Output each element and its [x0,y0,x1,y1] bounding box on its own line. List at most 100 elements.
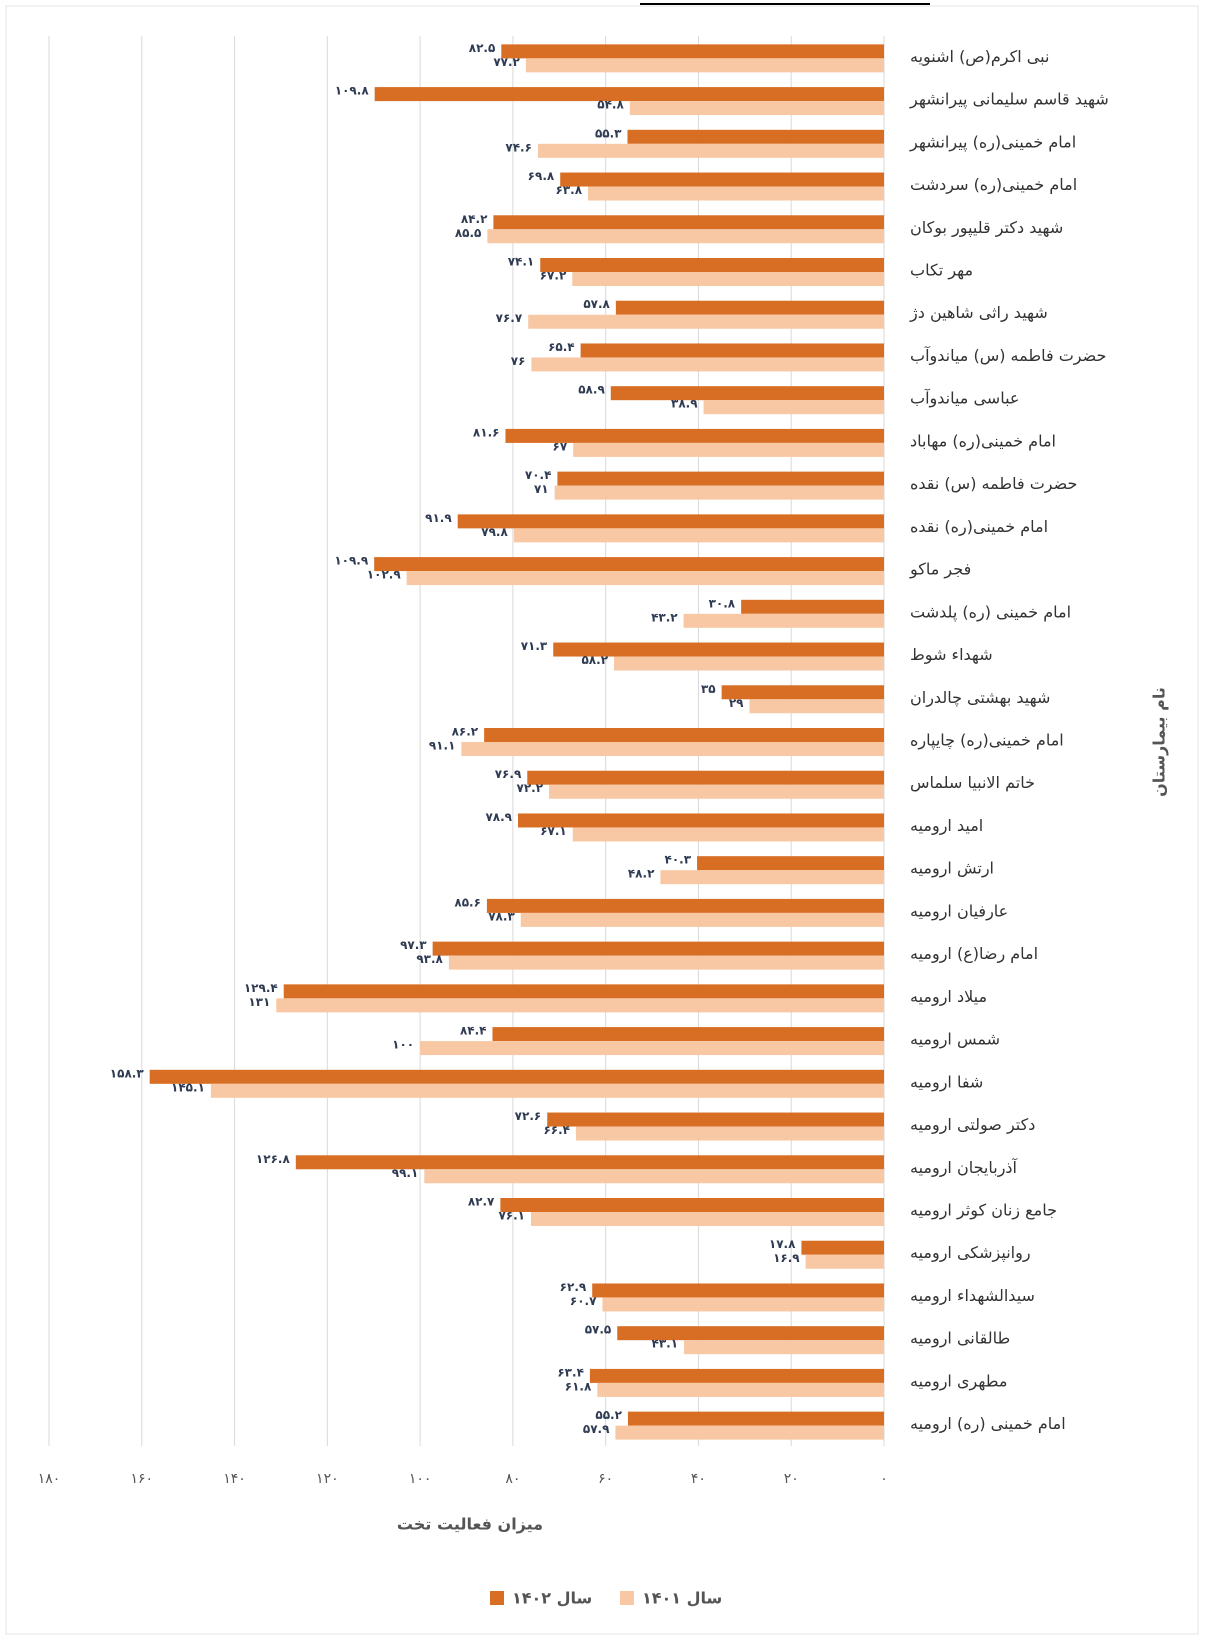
data-label: ۷۶ [511,354,526,368]
data-label: ۹۱.۹ [425,511,452,525]
bar [432,941,884,956]
y-tick-label: حضرت فاطمه (س) نقده [910,474,1077,494]
data-label: ۱۰۲.۹ [367,568,402,582]
data-label: ۲۹ [729,696,744,710]
bar [697,856,884,871]
y-tick-label: نبی اکرم(ص) اشنویه [910,47,1049,67]
data-label: ۳۸.۹ [671,397,698,411]
bar [554,485,884,500]
bar [741,599,884,614]
y-axis-title: نام بیمارستان [1150,687,1169,797]
y-tick-label: روانپزشکی ارومیه [910,1243,1031,1263]
data-label: ۶۹.۸ [528,169,555,183]
y-tick-label: امام رضا(ع) ارومیه [910,944,1038,964]
bar [592,1283,884,1298]
bar [572,827,884,842]
legend-swatch [490,1591,504,1605]
data-label: ۶۲.۹ [560,1280,587,1294]
x-tick-label: ۰ [880,1471,888,1487]
data-label: ۸۶.۲ [452,725,479,739]
bar [448,955,884,970]
bar [210,1083,884,1098]
bar [615,1425,884,1440]
bar [615,300,884,315]
y-tick-label: شهید بهشتی چالدران [910,688,1050,708]
data-label: ۷۲.۶ [515,1109,542,1123]
bar [424,1169,884,1184]
data-label: ۷۹.۸ [481,525,508,539]
data-label: ۴۸.۲ [628,867,655,881]
y-tick-label: امید ارومیه [910,816,983,836]
legend-swatch [620,1591,634,1605]
y-tick-label: شهید دکتر قلیپور بوکان [910,218,1063,238]
data-label: ۸۲.۵ [469,41,496,55]
bar [493,215,884,230]
bar [276,998,884,1013]
y-tick-label: مهر تکاب [910,261,973,281]
bar [683,613,884,628]
data-label: ۸۱.۶ [473,425,500,439]
bar [627,1411,884,1426]
bar [617,1326,884,1341]
data-label: ۷۲.۲ [517,781,544,795]
data-label: ۸۴.۴ [460,1024,487,1038]
bar [500,1198,884,1212]
data-label: ۵۵.۲ [595,1408,622,1422]
data-label: ۷۷.۲ [493,55,520,69]
bar [406,571,884,586]
data-label: ۸۲.۷ [468,1195,495,1209]
legend-label: سال ۱۴۰۲ [512,1589,592,1608]
x-tick-label: ۱۲۰ [316,1471,339,1487]
data-label: ۷۴.۱ [508,255,535,269]
y-tick-label: خاتم الانبیا سلماس [910,773,1035,792]
data-label: ۱۵۸.۳ [110,1066,145,1080]
bar [149,1069,885,1084]
data-label: ۷۰.۴ [525,468,552,482]
data-label: ۷۸.۹ [485,810,512,824]
bar [588,186,884,201]
y-tick-label: حضرت فاطمه (س) میاندوآب [910,346,1106,366]
bar [486,898,884,913]
bar [487,229,884,244]
data-label: ۳۵ [701,682,716,696]
data-label: ۴۳.۱ [652,1337,679,1351]
y-tick-label: سیدالشهداء ارومیه [910,1286,1035,1306]
bar [749,699,884,714]
bar [537,143,884,158]
y-tick-label: ارتش ارومیه [910,859,994,879]
data-label: ۱۴۵.۱ [171,1080,205,1094]
data-label: ۵۷.۸ [583,297,610,311]
y-tick-label: شهید راثی شاهین دژ [909,303,1048,323]
bar [420,1041,884,1056]
bar [283,984,884,999]
data-label: ۵۷.۵ [585,1323,612,1337]
x-tick-label: ۶۰ [598,1471,613,1487]
y-tick-label: امام خمینی(ره) سردشت [910,175,1077,195]
data-label: ۵۵.۳ [595,126,622,140]
bar [530,1212,884,1226]
bar [572,272,884,286]
bar [597,1382,884,1397]
data-label: ۱۰۰ [392,1038,414,1052]
bar [614,656,884,671]
y-tick-label: شمس ارومیه [910,1030,1000,1050]
x-tick-label: ۲۰ [784,1471,799,1487]
data-label: ۱۷.۸ [769,1237,796,1251]
y-tick-label: امام خمینی(ره) نقده [910,517,1048,537]
bar [505,428,884,443]
x-tick-label: ۱۶۰ [130,1471,153,1487]
data-label: ۹۹.۱ [392,1166,419,1180]
bar [801,1240,884,1255]
x-tick-label: ۸۰ [505,1471,520,1487]
y-tick-label: عارفیان ارومیه [910,901,1008,921]
data-label: ۸۵.۵ [455,226,482,240]
y-tick-label: شهید قاسم سلیمانی پیرانشهر [909,90,1109,110]
data-label: ۹۳.۸ [416,952,443,966]
y-tick-label: امام خمینی (ره) پلدشت [910,602,1071,622]
bar [547,1112,884,1127]
bar [805,1254,884,1269]
data-label: ۳۰.۸ [709,596,736,610]
data-label: ۶۶.۴ [543,1123,570,1137]
data-label: ۵۴.۸ [597,98,624,112]
y-tick-label: امام خمینی (ره) ارومیه [910,1414,1066,1434]
